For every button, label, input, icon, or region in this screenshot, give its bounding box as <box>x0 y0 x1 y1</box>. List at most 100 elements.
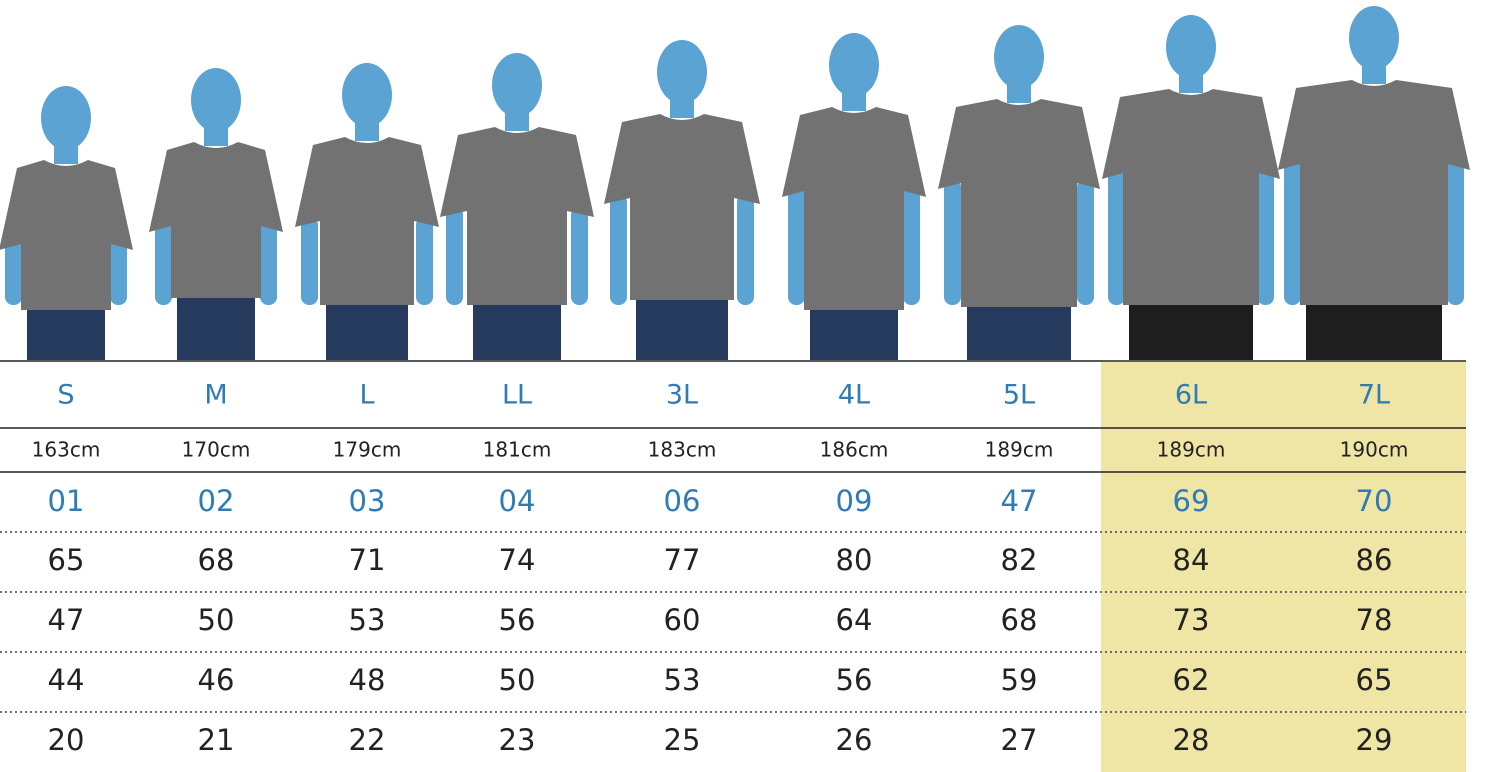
cell: 47 <box>48 603 85 637</box>
figure <box>938 25 1100 360</box>
cell: 56 <box>836 663 873 697</box>
pants <box>967 297 1071 360</box>
arm <box>1257 169 1274 305</box>
arm <box>1077 179 1094 305</box>
shirt <box>604 114 760 300</box>
arm <box>301 217 318 305</box>
code-label: 47 <box>1001 484 1038 518</box>
figure <box>604 40 760 360</box>
cell: 56 <box>499 603 536 637</box>
arm <box>1447 160 1464 305</box>
cell: 73 <box>1173 603 1210 637</box>
shirt <box>440 127 594 305</box>
size-label: 6L <box>1175 380 1207 411</box>
cell: 62 <box>1173 663 1210 697</box>
figure <box>440 53 594 360</box>
code-label: 69 <box>1173 484 1210 518</box>
arm <box>155 222 172 305</box>
cell: 64 <box>836 603 873 637</box>
size-label: 7L <box>1358 380 1390 411</box>
arm <box>1108 169 1125 305</box>
height-label: 179cm <box>333 438 402 462</box>
head <box>994 25 1044 89</box>
cell: 59 <box>1001 663 1038 697</box>
highlight <box>1101 362 1466 772</box>
pants <box>326 295 408 360</box>
head <box>342 63 392 127</box>
arm <box>1284 160 1301 305</box>
code-label: 03 <box>349 484 386 518</box>
code-label: 01 <box>48 484 85 518</box>
cell: 46 <box>198 663 235 697</box>
arm <box>903 187 920 305</box>
size-label: S <box>57 380 74 411</box>
head <box>1349 6 1399 70</box>
code-label: 02 <box>198 484 235 518</box>
arm <box>788 187 805 305</box>
cell: 26 <box>836 723 873 757</box>
shirt <box>1102 89 1280 305</box>
code-label: 04 <box>499 484 536 518</box>
shirt <box>295 137 439 305</box>
code-label: 70 <box>1356 484 1393 518</box>
figure <box>1278 6 1470 360</box>
cell: 53 <box>349 603 386 637</box>
pants <box>636 290 728 360</box>
figures <box>0 6 1470 360</box>
cell: 22 <box>349 723 386 757</box>
shirt <box>149 142 283 298</box>
height-label: 186cm <box>820 438 889 462</box>
cell: 78 <box>1356 603 1393 637</box>
cell: 50 <box>198 603 235 637</box>
head <box>41 86 91 150</box>
pants <box>473 295 561 360</box>
pants <box>1306 295 1442 360</box>
figure <box>149 68 283 360</box>
arm <box>260 222 277 305</box>
height-label: 183cm <box>648 438 717 462</box>
cell: 25 <box>664 723 701 757</box>
arm <box>944 179 961 305</box>
cell: 28 <box>1173 723 1210 757</box>
arm <box>5 240 22 305</box>
height-label: 170cm <box>182 438 251 462</box>
arm <box>571 207 588 305</box>
figure <box>0 86 133 360</box>
size-label: 4L <box>838 380 870 411</box>
cell: 68 <box>198 543 235 577</box>
head <box>657 40 707 104</box>
head <box>1166 15 1216 79</box>
shirt <box>938 99 1100 307</box>
cell: 82 <box>1001 543 1038 577</box>
shirt <box>0 160 133 310</box>
cell: 23 <box>499 723 536 757</box>
size-label: M <box>204 380 227 411</box>
cell: 20 <box>48 723 85 757</box>
cell: 65 <box>48 543 85 577</box>
head <box>492 53 542 117</box>
height-label: 181cm <box>483 438 552 462</box>
cell: 21 <box>198 723 235 757</box>
figure <box>295 63 439 360</box>
arm <box>610 194 627 305</box>
height-label: 189cm <box>985 438 1054 462</box>
head <box>191 68 241 132</box>
size-label: L <box>359 380 374 411</box>
code-label: 06 <box>664 484 701 518</box>
arm <box>737 194 754 305</box>
pants <box>177 288 255 360</box>
arm <box>416 217 433 305</box>
shirt <box>782 107 926 310</box>
cell: 74 <box>499 543 536 577</box>
cell: 50 <box>499 663 536 697</box>
shirt <box>1278 80 1470 305</box>
figure <box>782 33 926 360</box>
cell: 29 <box>1356 723 1393 757</box>
cell: 60 <box>664 603 701 637</box>
arm <box>110 240 127 305</box>
head <box>829 33 879 97</box>
cell: 27 <box>1001 723 1038 757</box>
cell: 48 <box>349 663 386 697</box>
